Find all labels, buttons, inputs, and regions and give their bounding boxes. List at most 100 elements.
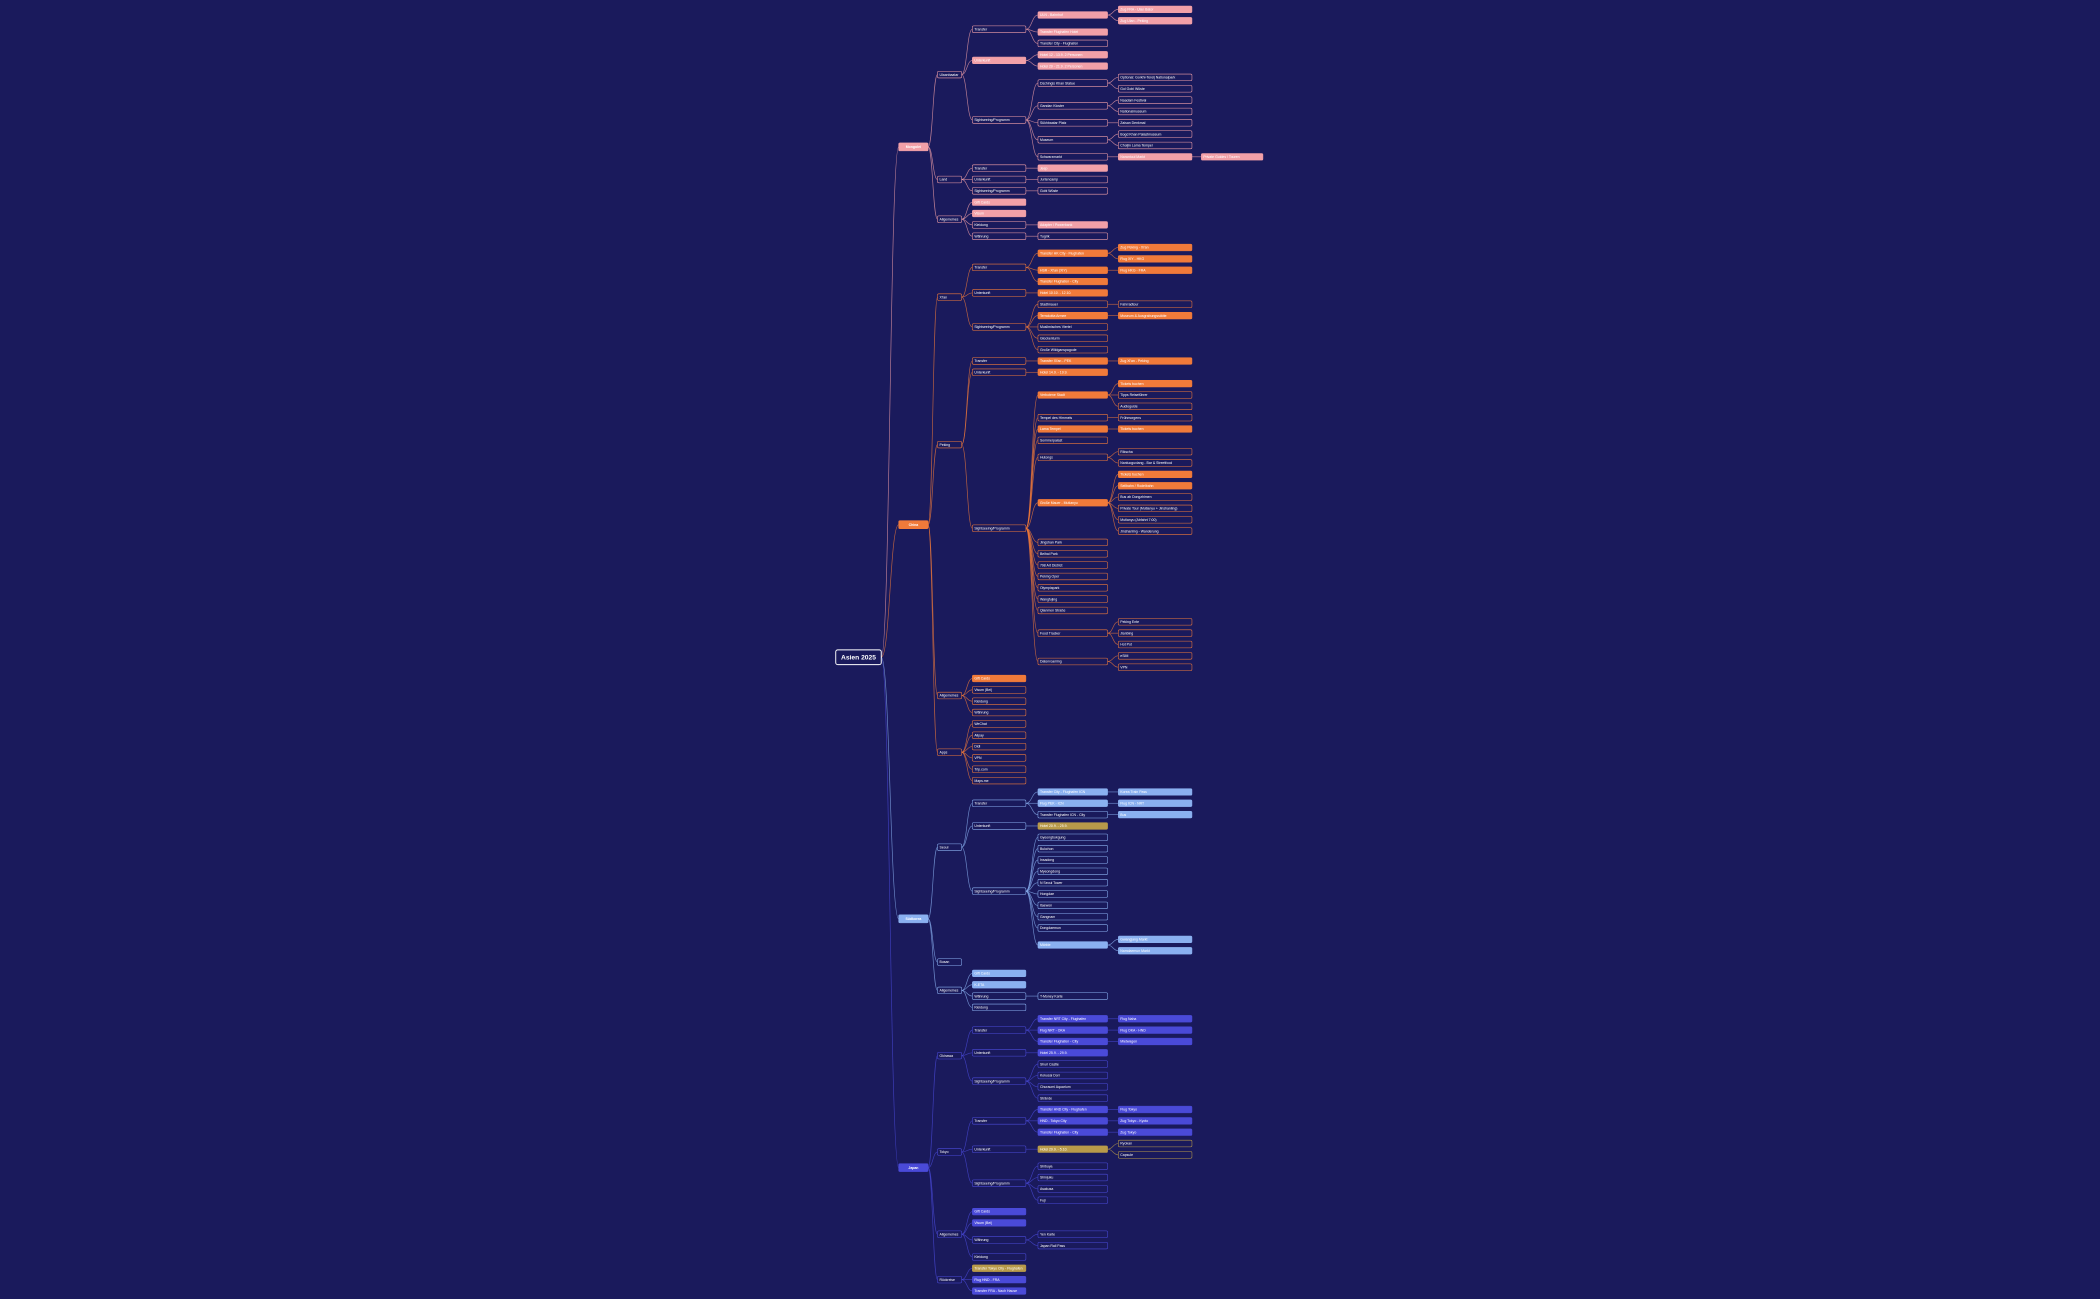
node-box <box>1118 470 1193 478</box>
node-label: Japan <box>908 1166 918 1170</box>
node-label: Flug HND - FRA <box>974 1278 1000 1282</box>
node-label: Tempel des Himmels <box>1040 416 1072 420</box>
edge <box>1025 502 1039 529</box>
node-box <box>972 981 1027 989</box>
node-box <box>1037 499 1108 507</box>
edge <box>1025 267 1039 282</box>
node-box <box>1037 346 1108 354</box>
node-label: K-ETA <box>974 983 985 987</box>
edge <box>927 296 938 526</box>
node-box <box>1037 79 1108 87</box>
edge <box>1107 1148 1119 1156</box>
node-label: Unterkunft <box>974 370 990 374</box>
node-box <box>1037 153 1108 161</box>
node-box <box>972 1253 1027 1261</box>
node-box <box>1118 1037 1193 1046</box>
node-box <box>972 175 1027 184</box>
edge <box>927 146 938 180</box>
edge <box>961 1148 973 1153</box>
node-box <box>1118 1117 1193 1125</box>
node-box <box>1118 5 1193 13</box>
edge <box>1107 394 1119 407</box>
node-box <box>972 368 1027 376</box>
node-box <box>972 1287 1027 1295</box>
node-label: Transfer Flughafen ICN - City <box>1040 813 1085 817</box>
node-box <box>937 843 962 851</box>
node-box <box>1118 300 1193 308</box>
node-label: Audioguide <box>1120 405 1137 409</box>
node-label: Optional: Gorkhi-Terelj Nationalpark <box>1120 76 1175 80</box>
edge <box>961 292 973 298</box>
edge <box>1107 502 1119 532</box>
node-label: Mongolei <box>906 145 921 149</box>
node-box <box>972 686 1027 694</box>
node-label: Busan <box>940 960 950 964</box>
edge <box>961 60 973 75</box>
node-box <box>1037 323 1108 331</box>
node-box <box>1118 141 1193 150</box>
node-box <box>972 209 1027 218</box>
edge <box>961 990 973 1008</box>
edge <box>961 1222 973 1235</box>
node-label: Flug NRT - OKA <box>1040 1028 1066 1032</box>
node-box <box>972 289 1027 297</box>
edge <box>961 296 973 328</box>
node-label: Unterkunft <box>974 59 990 63</box>
node-label: Zug Peking - Xi'an <box>1120 246 1148 250</box>
node-box <box>1118 640 1193 649</box>
node-box <box>1037 1173 1108 1182</box>
node-box <box>937 1148 962 1156</box>
node-label: Flug XIY - HKG <box>1120 257 1144 261</box>
node-label: Japan Rail Pass <box>1040 1244 1065 1248</box>
node-label: Große Mauer - Mutianyu <box>1040 501 1078 505</box>
node-label: Rückreise <box>940 1278 955 1282</box>
node-label: Muslimisches Viertel <box>1040 325 1072 329</box>
node-label: Währung <box>974 711 988 715</box>
node-label: Märkte <box>1040 943 1051 947</box>
node-label: Alipay <box>974 733 984 737</box>
node-box <box>1201 153 1264 161</box>
edges <box>880 9 1202 1292</box>
edge <box>927 1167 938 1280</box>
node-box <box>1037 799 1108 807</box>
node-box <box>1118 153 1193 161</box>
node-box <box>1118 107 1193 116</box>
node-box <box>1037 833 1108 841</box>
node-label: Ulaanbaatar <box>940 73 960 77</box>
node-label: Adapter / Powerbank <box>1040 223 1073 227</box>
node-label: Jingshan Park <box>1040 541 1062 545</box>
node-label: VPN <box>974 756 982 760</box>
node-label: Kleidung <box>974 1006 988 1010</box>
node-label: Itaewon <box>1040 904 1052 908</box>
node-box <box>972 263 1027 272</box>
node-box <box>1037 425 1108 433</box>
node-box <box>1118 391 1193 399</box>
node-box <box>972 198 1027 206</box>
edge <box>961 734 973 753</box>
node-label: Transfer Tokyo City - Flughafen <box>974 1266 1022 1270</box>
edge <box>927 444 938 526</box>
edge <box>1025 1029 1039 1042</box>
node-label: T-Money Karte <box>1040 994 1063 998</box>
node-box <box>1037 1162 1108 1170</box>
node-box <box>1037 595 1108 603</box>
edge <box>961 678 973 696</box>
node-label: Transfer <box>974 266 988 270</box>
node-box <box>972 799 1027 807</box>
edge <box>1025 82 1039 121</box>
node-label: Xi'an <box>940 295 948 299</box>
node-box <box>1118 504 1193 513</box>
edge <box>1107 944 1119 952</box>
node-box <box>972 1117 1027 1125</box>
node-label: Insadong <box>1040 858 1054 862</box>
node-label: Tipps Reiseführer <box>1120 393 1148 397</box>
node-label: Gangnam <box>1040 915 1055 919</box>
node-label: Private Guides / Touren <box>1203 155 1239 159</box>
node-box <box>1037 28 1108 36</box>
edge <box>961 218 973 237</box>
edge <box>961 371 973 445</box>
node-label: Tickets buchen <box>1120 427 1143 431</box>
node-box <box>937 1276 962 1284</box>
edge <box>1025 1239 1038 1246</box>
node-box <box>1037 175 1108 184</box>
